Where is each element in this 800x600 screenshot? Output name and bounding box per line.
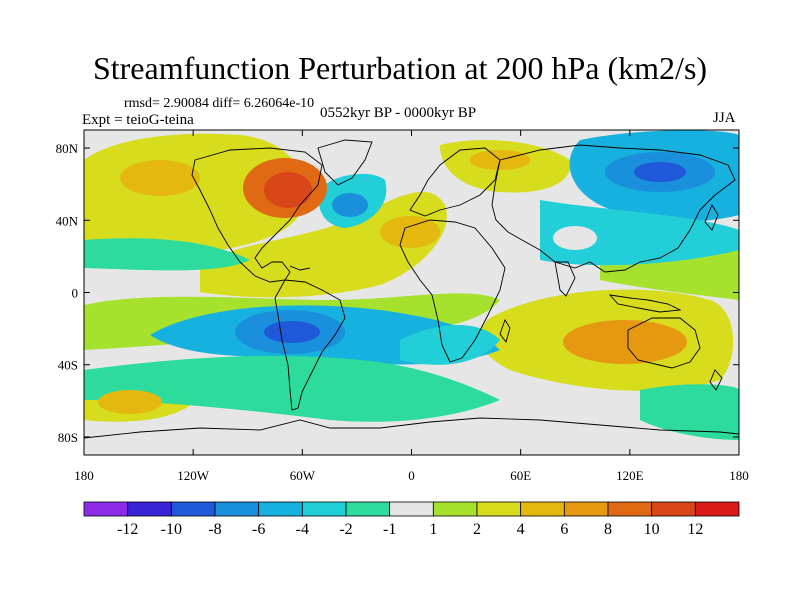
x-tick-label: 120E	[616, 468, 644, 483]
axes: 180 120W 60W 0 60E 120E 180 80N 40N 0 40S 80S	[56, 130, 749, 483]
colorbar-label: 8	[604, 521, 612, 538]
y-tick-label: 80N	[56, 141, 79, 156]
chart-title: Streamfunction Perturbation at 200 hPa (…	[92, 50, 708, 86]
colorbar-swatch	[607, 501, 653, 517]
colorbar-swatch	[563, 501, 609, 517]
x-tick-label: 0	[408, 468, 415, 483]
experiment-label: Expt = teioG-teina	[82, 112, 194, 128]
colorbar-swatch	[432, 501, 478, 517]
colorbar-swatch	[651, 501, 696, 517]
coast-japan	[704, 204, 719, 231]
x-tick-label: 60E	[510, 468, 531, 483]
colorbar-label: 6	[560, 521, 568, 538]
colorbar-swatch	[345, 501, 391, 517]
core-samerica-low-inner	[264, 321, 320, 343]
stats-label: rmsd= 2.90084 diff= 6.26064e-10	[124, 96, 315, 111]
coast-india	[554, 261, 576, 297]
coast-asia	[491, 144, 736, 273]
colorbar-label: -10	[161, 521, 182, 538]
coast-africa	[399, 219, 506, 363]
coast-antarctica	[84, 417, 739, 439]
x-tick-label: 180	[74, 468, 94, 483]
colorbar-label: -2	[339, 521, 352, 538]
core-pacific-s-high	[98, 390, 162, 414]
colorbar-swatch	[258, 501, 303, 517]
colorbar-label: -4	[296, 521, 309, 538]
colorbar-swatch	[476, 501, 522, 517]
field-band-neg-sw-indian	[400, 325, 500, 365]
x-tick-label: 60W	[290, 468, 316, 483]
map-field	[84, 130, 739, 455]
season-label: JJA	[713, 110, 736, 126]
colorbar-label: -12	[117, 521, 138, 538]
core-siberia-low-inner	[634, 162, 686, 182]
coast-australia	[627, 317, 701, 369]
y-tick-label: 80S	[58, 430, 78, 445]
field-band-neg-southern	[84, 355, 500, 422]
coast-madagascar	[499, 318, 511, 343]
coast-greenland	[317, 139, 373, 186]
core-asia-clear	[553, 226, 597, 250]
colorbar-label: -6	[252, 521, 265, 538]
y-tick-label: 40S	[58, 358, 78, 373]
coast-indonesia	[608, 294, 682, 313]
colorbar-label: 12	[687, 521, 703, 538]
colorbar-label: 2	[473, 521, 481, 538]
colorbar-swatch	[520, 501, 565, 517]
colorbar-swatch	[83, 501, 129, 517]
colorbar: -12 -10 -8 -6 -4 -2 -1 1 2 4 6 8 10 12	[83, 501, 740, 538]
field-band-neg-asia	[540, 200, 739, 266]
colorbar-label: -1	[383, 521, 396, 538]
y-tick-label: 0	[72, 286, 79, 301]
colorbar-swatch	[301, 501, 347, 517]
field-band-pos-atlantic	[200, 191, 447, 298]
core-canada-high-inner	[264, 172, 312, 208]
colorbar-swatch	[170, 501, 216, 517]
x-tick-label: 180	[729, 468, 749, 483]
colorbar-label: -8	[208, 521, 221, 538]
coast-north-america	[191, 147, 323, 283]
x-tick-label: 120W	[177, 468, 210, 483]
core-natl-low	[332, 193, 368, 217]
core-australia-high	[563, 320, 687, 364]
colorbar-swatch	[694, 501, 740, 517]
coast-caribbean	[289, 265, 311, 271]
period-label: 0552kyr BP - 0000kyr BP	[320, 105, 477, 121]
colorbar-swatch	[127, 501, 172, 517]
colorbar-label: 4	[517, 521, 525, 538]
colorbar-label: 1	[429, 521, 437, 538]
core-npac-high	[120, 160, 200, 196]
core-atlantic-high	[380, 216, 440, 248]
colorbar-label: 10	[644, 521, 660, 538]
colorbar-swatch	[214, 501, 260, 517]
field-band-neg-pacific	[84, 238, 250, 271]
colorbar-swatch	[389, 501, 434, 517]
field-band-neg-e-pacific-s	[640, 384, 739, 440]
coast-new-zealand	[709, 369, 723, 391]
coast-south-america	[274, 279, 346, 411]
y-tick-label: 40N	[56, 213, 79, 228]
coastlines	[84, 139, 739, 439]
